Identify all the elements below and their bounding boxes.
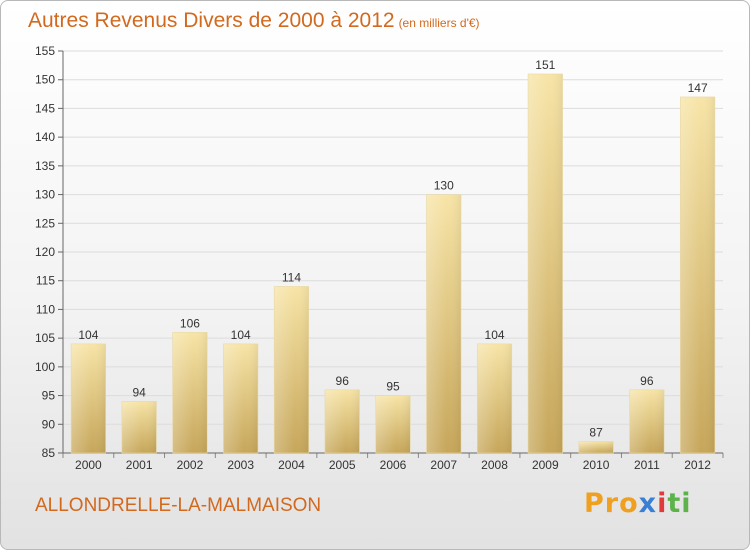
y-tick-label: 150 [35, 73, 55, 87]
y-tick-label: 135 [35, 159, 55, 173]
bar-value-label: 151 [535, 58, 555, 72]
bar-shade [172, 332, 208, 454]
grid [63, 50, 723, 425]
x-tick-label: 2003 [227, 458, 254, 472]
bar-value-label: 104 [231, 328, 251, 342]
y-tick-label: 115 [36, 274, 55, 288]
bar-value-label: 130 [434, 179, 454, 193]
y-tick-label: 105 [35, 331, 55, 345]
bar-shade [578, 441, 614, 454]
bar-shade [476, 343, 513, 454]
bar-value-label: 104 [485, 328, 505, 342]
x-tick-label: 2005 [329, 458, 356, 472]
bar-shade [680, 96, 716, 454]
y-tick-label: 90 [42, 417, 56, 431]
bar-shade [223, 343, 259, 454]
chart-title: Autres Revenus Divers de 2000 à 2012 (en … [28, 9, 480, 33]
bar-shade [375, 395, 411, 454]
logo-part: Pro [584, 488, 639, 519]
x-tick-label: 2009 [532, 458, 559, 472]
bar-value-label: 95 [386, 380, 400, 394]
y-tick-label: 125 [35, 216, 55, 230]
x-tick-label: 2007 [430, 458, 457, 472]
place-name: ALLONDRELLE-LA-MALMAISON [35, 495, 322, 516]
bar-shade [426, 194, 462, 454]
x-tick-label: 2008 [481, 458, 508, 472]
x-tick-label: 2006 [380, 458, 407, 472]
bar-shade [273, 286, 310, 454]
bar-value-label: 147 [688, 81, 708, 95]
bar-value-label: 104 [78, 328, 98, 342]
x-tick-label: 2011 [634, 458, 660, 472]
proxiti-logo: Proxiti [584, 488, 692, 519]
bar-shade [324, 389, 360, 454]
y-tick-label: 140 [35, 130, 55, 144]
bars [70, 73, 716, 454]
bar-value-label: 87 [589, 426, 603, 440]
bar-shade [629, 389, 665, 454]
x-tick-label: 2012 [684, 458, 711, 472]
x-tick-label: 2010 [583, 458, 610, 472]
logo-part: x [638, 488, 658, 519]
y-tick-label: 110 [36, 302, 55, 316]
chart-subtitle: (en milliers d'€) [398, 16, 480, 30]
y-tick-label: 145 [35, 101, 55, 115]
bar-value-label: 106 [180, 316, 200, 330]
y-tick-label: 120 [35, 245, 55, 259]
logo-part: ti [667, 488, 692, 519]
bar-value-label: 96 [336, 374, 350, 388]
bar-shade [70, 343, 106, 454]
x-tick-label: 2001 [126, 458, 153, 472]
bar-value-label: 114 [282, 270, 301, 284]
x-tick-label: 2002 [177, 458, 204, 472]
logo-part: i [657, 488, 668, 519]
y-tick-label: 95 [42, 389, 56, 403]
y-tick-label: 85 [42, 446, 56, 460]
x-tick-label: 2000 [75, 458, 102, 472]
x-tick-label: 2004 [278, 458, 305, 472]
labels: 104 2000 94 2001 106 2002 104 2003 114 2004 96 2005… [75, 58, 711, 472]
bar-shade [527, 73, 563, 454]
bar-value-label: 94 [132, 385, 146, 399]
y-tick-label: 155 [35, 44, 55, 58]
bar-value-label: 96 [640, 374, 654, 388]
y-tick-label: 130 [35, 188, 55, 202]
chart-title-text: Autres Revenus Divers de 2000 à 2012 [28, 9, 395, 32]
bar-shade [121, 401, 157, 454]
y-tick-label: 100 [35, 360, 55, 374]
